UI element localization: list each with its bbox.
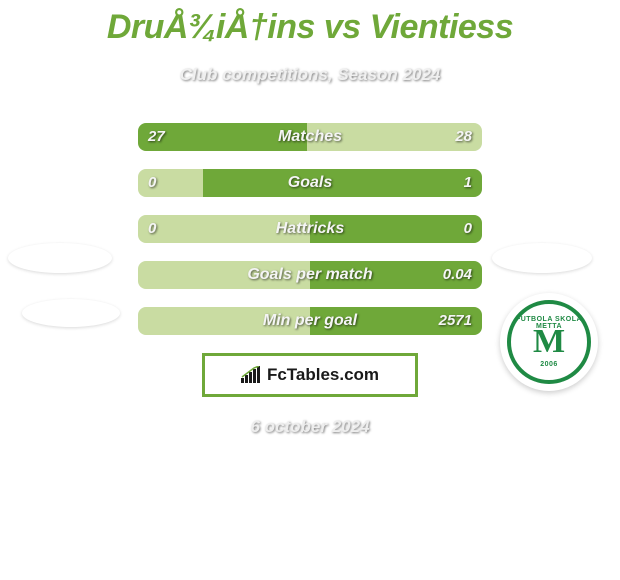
team-badge-right: FUTBOLA SKOLA METTA M 2006 bbox=[500, 293, 598, 391]
bar-right bbox=[310, 215, 482, 243]
team-logo-placeholder-left-1 bbox=[8, 243, 112, 273]
stat-row: 2571Min per goal bbox=[138, 307, 482, 335]
stat-value-right: 0.04 bbox=[443, 261, 472, 289]
page-title: DruÅ¾iÅ†ins vs Vientiess bbox=[0, 0, 620, 47]
badge-ring: FUTBOLA SKOLA METTA M 2006 bbox=[507, 300, 591, 384]
stat-row: 2728Matches bbox=[138, 123, 482, 151]
bar-left bbox=[138, 307, 310, 335]
brand-box[interactable]: FcTables.com bbox=[202, 353, 418, 397]
stat-row: 0.04Goals per match bbox=[138, 261, 482, 289]
bar-left bbox=[138, 261, 310, 289]
bar-left bbox=[138, 215, 310, 243]
team-logo-placeholder-right-1 bbox=[492, 243, 592, 273]
brand-text: FcTables.com bbox=[267, 365, 379, 385]
badge-center-letter: M bbox=[533, 323, 565, 361]
stat-value-left: 0 bbox=[148, 169, 156, 197]
stat-row: 01Goals bbox=[138, 169, 482, 197]
stat-value-right: 1 bbox=[464, 169, 472, 197]
stat-row: 00Hattricks bbox=[138, 215, 482, 243]
stat-value-right: 2571 bbox=[439, 307, 472, 335]
footer-date: 6 october 2024 bbox=[0, 417, 620, 437]
bar-chart-icon bbox=[241, 366, 263, 384]
badge-bottom-text: 2006 bbox=[511, 361, 587, 368]
bar-right bbox=[203, 169, 482, 197]
stat-value-right: 0 bbox=[464, 215, 472, 243]
team-logo-placeholder-left-2 bbox=[22, 299, 120, 327]
competition-subtitle: Club competitions, Season 2024 bbox=[0, 65, 620, 85]
stat-value-left: 27 bbox=[148, 123, 165, 151]
stats-container: FUTBOLA SKOLA METTA M 2006 2728Matches01… bbox=[0, 123, 620, 437]
stat-value-left: 0 bbox=[148, 215, 156, 243]
stat-value-right: 28 bbox=[455, 123, 472, 151]
